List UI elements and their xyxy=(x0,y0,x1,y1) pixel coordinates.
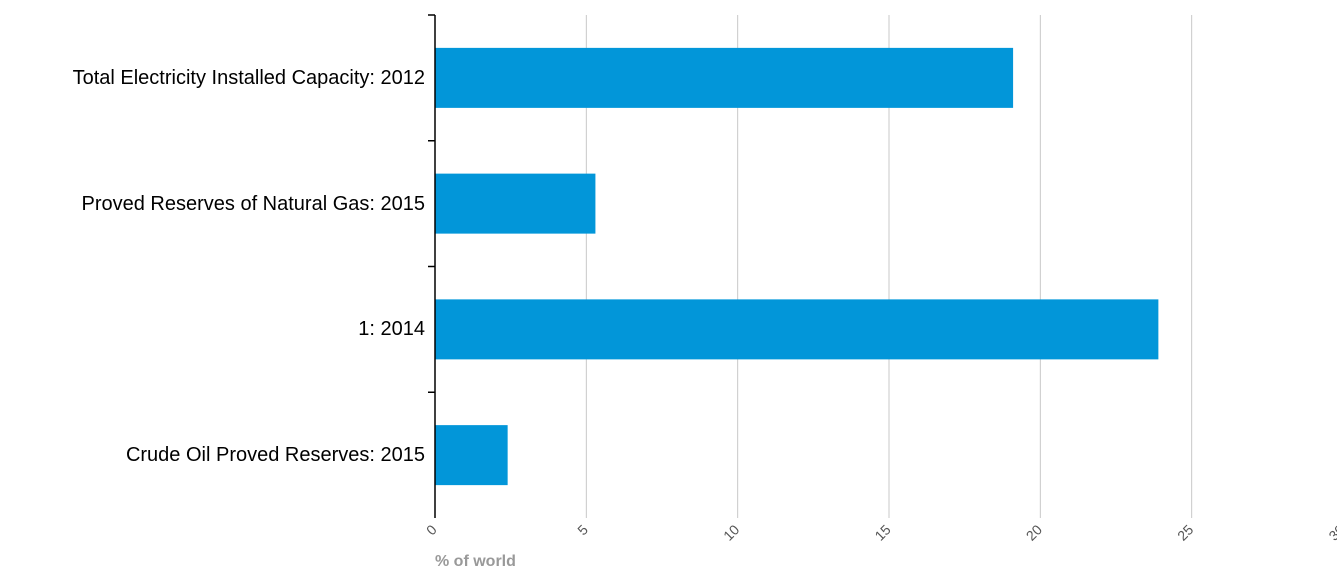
x-tick-label: 20 xyxy=(1023,521,1045,543)
x-tick-label: 5 xyxy=(574,521,591,538)
x-tick-label: 10 xyxy=(720,521,742,543)
y-tick-label: Total Electricity Installed Capacity: 20… xyxy=(72,66,425,89)
bar xyxy=(435,47,1014,108)
x-tick-label: 15 xyxy=(871,521,893,543)
y-tick-label: Proved Reserves of Natural Gas: 2015 xyxy=(81,192,425,215)
y-tick-label: Crude Oil Proved Reserves: 2015 xyxy=(125,444,425,467)
bar xyxy=(435,299,1159,360)
x-tick-label: 0 xyxy=(423,521,440,538)
bar xyxy=(435,425,508,486)
x-tick-label: 25 xyxy=(1174,521,1196,543)
y-tick-label: 1: 2014 xyxy=(358,318,425,341)
bar xyxy=(435,173,596,234)
x-tick-label: 30 xyxy=(1325,521,1337,543)
x-axis-label: % of world xyxy=(435,553,516,570)
